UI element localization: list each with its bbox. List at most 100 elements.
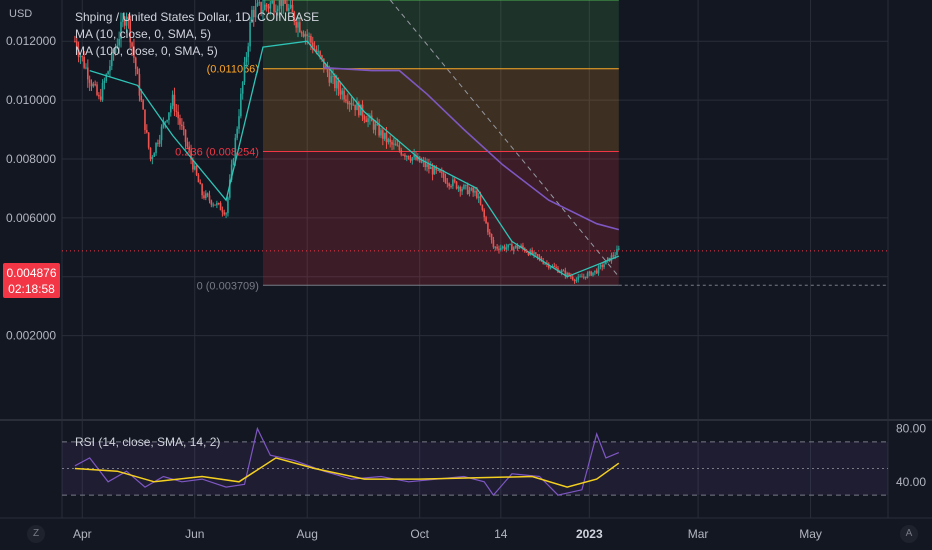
candle-body bbox=[236, 128, 238, 138]
x-tick-label: 14 bbox=[494, 527, 508, 541]
candle-body bbox=[553, 265, 556, 268]
candle-body bbox=[488, 232, 491, 235]
candle-body bbox=[158, 140, 161, 144]
candle-body bbox=[365, 119, 368, 122]
candle-body bbox=[232, 159, 235, 165]
candle-body bbox=[483, 209, 486, 218]
candle-body bbox=[411, 157, 414, 161]
candle-body bbox=[252, 9, 255, 18]
x-tick-label: Jun bbox=[185, 527, 204, 541]
candle-body bbox=[297, 22, 299, 28]
candle-body bbox=[479, 196, 482, 205]
candle-body bbox=[99, 96, 102, 100]
candle-body bbox=[85, 67, 87, 69]
candle-body bbox=[439, 169, 441, 173]
candle-body bbox=[192, 159, 194, 170]
candle-body bbox=[407, 155, 410, 159]
candle-body bbox=[217, 203, 220, 205]
candle-body bbox=[112, 51, 115, 54]
candle-body bbox=[337, 80, 340, 90]
candle-body bbox=[500, 247, 502, 250]
candle-body bbox=[221, 210, 224, 213]
candle-body bbox=[81, 56, 84, 58]
candle-body bbox=[300, 32, 303, 34]
candle-body bbox=[278, 0, 281, 9]
symbol-title[interactable]: Shping / United States Dollar, 1D, COINB… bbox=[75, 10, 320, 24]
candle-body bbox=[512, 247, 515, 251]
candle-body bbox=[498, 248, 500, 250]
candle-body bbox=[147, 132, 150, 148]
candle-body bbox=[98, 94, 100, 97]
candle-body bbox=[219, 203, 222, 211]
candle-body bbox=[612, 255, 615, 257]
candle-body bbox=[606, 257, 609, 261]
candle-body bbox=[476, 191, 478, 198]
candle-body bbox=[193, 165, 196, 170]
candle-body bbox=[332, 75, 334, 77]
candle-body bbox=[299, 22, 301, 33]
candle-body bbox=[570, 275, 572, 278]
candle-body bbox=[586, 273, 589, 278]
candle-body bbox=[405, 155, 408, 157]
ma10-legend[interactable]: MA (10, close, 0, SMA, 5) bbox=[75, 27, 212, 41]
candle-body bbox=[197, 174, 200, 183]
candle-body bbox=[474, 191, 476, 193]
candle-body bbox=[123, 19, 126, 26]
candle-body bbox=[448, 183, 450, 187]
candle-body bbox=[457, 186, 460, 189]
candle-body bbox=[579, 276, 581, 278]
candle-body bbox=[90, 82, 93, 87]
candle-body bbox=[205, 193, 207, 199]
current-price-tag: 0.004876 02:18:58 bbox=[3, 263, 60, 298]
candle-body bbox=[88, 79, 91, 83]
candle-body bbox=[343, 90, 345, 100]
auto-scale-button[interactable]: A bbox=[900, 525, 918, 543]
candle-body bbox=[597, 266, 600, 274]
candle-body bbox=[468, 190, 471, 195]
candle-body bbox=[437, 169, 439, 171]
candle-body bbox=[131, 42, 133, 47]
candle-body bbox=[282, 0, 285, 6]
candle-body bbox=[182, 126, 185, 130]
candle-body bbox=[254, 5, 257, 18]
candle-body bbox=[442, 173, 445, 178]
candle-body bbox=[582, 276, 585, 278]
candle-body bbox=[166, 120, 168, 122]
candle-body bbox=[129, 19, 132, 43]
zoom-button[interactable]: Z bbox=[27, 525, 45, 543]
candle-body bbox=[323, 58, 325, 69]
candle-body bbox=[396, 145, 399, 147]
candle-body bbox=[289, 4, 292, 8]
ma100-legend[interactable]: MA (100, close, 0, SMA, 5) bbox=[75, 44, 218, 58]
candle-body bbox=[127, 16, 130, 20]
candle-body bbox=[264, 4, 266, 11]
candle-body bbox=[402, 154, 404, 156]
candle-body bbox=[228, 179, 231, 198]
candle-body bbox=[330, 76, 332, 83]
candle-body bbox=[75, 41, 78, 50]
candle-body bbox=[522, 245, 524, 249]
candle-body bbox=[415, 154, 417, 160]
candle-body bbox=[348, 102, 351, 105]
x-tick-label: 2023 bbox=[576, 527, 603, 541]
candle-body bbox=[487, 223, 489, 233]
candle-body bbox=[420, 161, 423, 163]
rsi-legend[interactable]: RSI (14, close, SMA, 14, 2) bbox=[75, 435, 221, 449]
candle-body bbox=[577, 276, 580, 280]
candle-body bbox=[470, 187, 473, 191]
candle-body bbox=[265, 4, 268, 7]
candle-body bbox=[441, 172, 443, 174]
candle-body bbox=[599, 265, 602, 267]
candle-body bbox=[494, 246, 497, 248]
rsi-band-fill bbox=[62, 441, 888, 496]
candle-body bbox=[603, 264, 605, 268]
x-tick-label: Apr bbox=[73, 527, 92, 541]
fib-level-label: 0 (0.003709) bbox=[197, 280, 259, 292]
candle-body bbox=[549, 267, 552, 269]
candle-body bbox=[511, 244, 513, 251]
candle-body bbox=[455, 181, 458, 189]
candle-body bbox=[444, 177, 447, 183]
chart-legend: Shping / United States Dollar, 1D, COINB… bbox=[75, 9, 319, 60]
candle-body bbox=[387, 139, 390, 143]
